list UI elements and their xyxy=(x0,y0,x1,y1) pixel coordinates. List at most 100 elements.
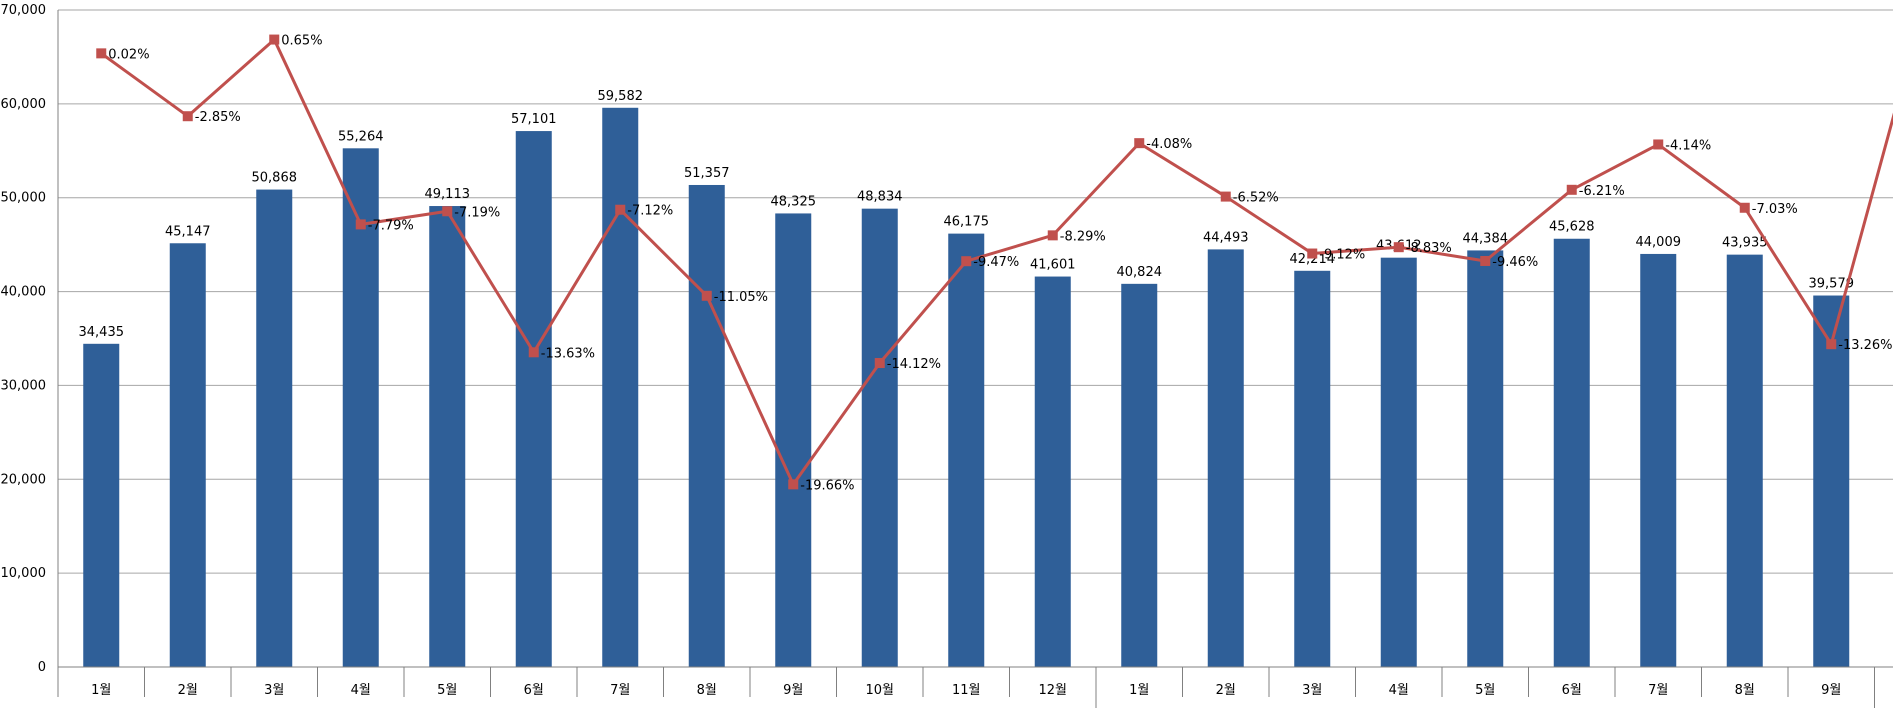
y-tick-label: 30,000 xyxy=(1,378,47,393)
line-marker xyxy=(1566,184,1577,195)
bar-value-label: 55,264 xyxy=(338,129,384,144)
line-marker xyxy=(1653,139,1664,150)
x-category-label: 4월 xyxy=(1389,683,1409,698)
x-category-label: 12월 xyxy=(1038,683,1067,698)
line-marker xyxy=(1826,339,1837,350)
bar xyxy=(1467,250,1504,668)
line-value-label: -7.03% xyxy=(1752,202,1798,217)
x-category-label: 11월 xyxy=(952,683,981,698)
x-category-label: 10월 xyxy=(865,683,894,698)
x-category-label: 1월 xyxy=(91,683,111,698)
y-tick-label: 0 xyxy=(38,660,46,675)
x-category-label: 4월 xyxy=(351,683,371,698)
x-category-label: 9월 xyxy=(1821,683,1841,698)
line-value-label: -4.14% xyxy=(1665,138,1711,153)
bar-value-label: 41,601 xyxy=(1030,258,1076,273)
line-marker xyxy=(874,358,885,369)
line-value-label: -6.52% xyxy=(1233,191,1279,206)
bar-value-label: 42,214 xyxy=(1290,252,1336,267)
line-marker xyxy=(1393,242,1404,253)
y-axis: 0 10,000 20,000 30,000 40,000 50,000 60,000 70,… xyxy=(1,3,59,697)
bar xyxy=(1380,257,1417,667)
line-value-label: 0.65% xyxy=(281,34,322,49)
line-marker xyxy=(442,206,453,217)
x-category-label: 5월 xyxy=(1475,683,1495,698)
line-marker xyxy=(1480,255,1491,266)
bar xyxy=(1207,249,1244,667)
x-category-label: 2월 xyxy=(178,683,198,698)
y-tick-label: 50,000 xyxy=(1,191,47,206)
y-tick-label: 20,000 xyxy=(1,472,47,487)
y-tick-label: 60,000 xyxy=(1,97,47,112)
line-marker xyxy=(269,34,280,45)
line-value-label: -7.19% xyxy=(454,205,500,220)
bar-value-label: 44,009 xyxy=(1636,235,1682,250)
x-category-label: 3월 xyxy=(264,683,284,698)
line-data-labels: 0.02% -2.85% 0.65% -7.79% -7.19% -13.63% -7.12… xyxy=(108,34,1892,494)
bar-value-label: 59,582 xyxy=(598,89,644,104)
line-value-label: -9.12% xyxy=(1319,248,1365,263)
bar-value-label: 39,579 xyxy=(1809,277,1855,292)
line-marker xyxy=(615,204,626,215)
bar xyxy=(169,243,206,667)
x-category-label: 8월 xyxy=(1735,683,1755,698)
x-category-label: 2월 xyxy=(1216,683,1236,698)
x-category-label: 3월 xyxy=(1302,683,1322,698)
y-tick-label: 40,000 xyxy=(1,285,47,300)
bar xyxy=(861,208,898,668)
line-marker xyxy=(1220,191,1231,202)
x-category-label: 7월 xyxy=(610,683,630,698)
trend-line xyxy=(100,38,1893,486)
line-value-label: -8.83% xyxy=(1406,241,1452,256)
line-value-label: -19.66% xyxy=(800,478,854,493)
bar-value-label: 44,493 xyxy=(1203,230,1249,245)
line-marker xyxy=(355,219,366,230)
line-marker xyxy=(1307,248,1318,259)
line-value-label: -9.46% xyxy=(1492,255,1538,270)
bar xyxy=(1640,253,1677,668)
line-value-label: 0.02% xyxy=(108,47,149,62)
line-marker xyxy=(528,347,539,358)
line-marker xyxy=(701,290,712,301)
line-marker xyxy=(96,48,107,59)
x-category-label: 9월 xyxy=(783,683,803,698)
x-category-label: 5월 xyxy=(437,683,457,698)
bar-series xyxy=(83,107,1850,668)
x-axis: 1월 2월 3월 4월 5월 6월 7월 8월 9월 10월 11월 12월 1월 2월 3월 4월 5월 6월 7… xyxy=(58,666,1893,708)
line-series xyxy=(96,34,1893,490)
bar-value-label: 57,101 xyxy=(511,112,557,127)
bar xyxy=(688,184,725,667)
line-value-label: -9.47% xyxy=(973,255,1019,270)
bar-value-label: 45,147 xyxy=(165,224,211,239)
bar xyxy=(602,107,639,667)
bar-value-label: 48,325 xyxy=(771,194,817,209)
line-value-label: -14.12% xyxy=(887,357,941,372)
bar-value-label: 34,435 xyxy=(79,325,125,340)
y-tick-label: 10,000 xyxy=(1,566,47,581)
line-value-label: -13.26% xyxy=(1838,338,1892,353)
bar-value-label: 40,824 xyxy=(1117,265,1163,280)
y-tick-label: 70,000 xyxy=(1,3,47,18)
bar xyxy=(1121,283,1158,667)
line-marker xyxy=(1047,230,1058,241)
line-value-label: -7.12% xyxy=(627,204,673,219)
bar-value-label: 46,175 xyxy=(944,215,990,230)
x-category-label: 1월 xyxy=(1129,683,1149,698)
bar-value-label: 51,357 xyxy=(684,166,730,181)
bar-value-label: 50,868 xyxy=(252,171,298,186)
line-value-label: -6.21% xyxy=(1579,184,1625,199)
line-value-label: -4.08% xyxy=(1146,137,1192,152)
bar xyxy=(256,189,293,667)
line-value-label: -13.63% xyxy=(541,346,595,361)
x-category-label: 6월 xyxy=(524,683,544,698)
line-marker xyxy=(788,479,799,490)
bar xyxy=(342,148,379,668)
x-category-label: 8월 xyxy=(697,683,717,698)
bar xyxy=(515,131,552,667)
bar xyxy=(1726,254,1763,667)
bar xyxy=(83,343,120,667)
line-value-label: -7.79% xyxy=(368,218,414,233)
line-value-label: -2.85% xyxy=(195,110,241,125)
bar-data-labels: 34,435 45,147 50,868 55,264 49,113 57,101 59,5… xyxy=(79,89,1855,340)
